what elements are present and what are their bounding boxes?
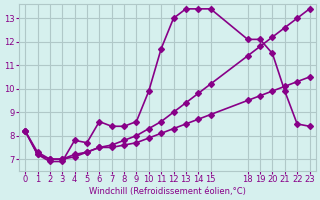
X-axis label: Windchill (Refroidissement éolien,°C): Windchill (Refroidissement éolien,°C) — [89, 187, 246, 196]
